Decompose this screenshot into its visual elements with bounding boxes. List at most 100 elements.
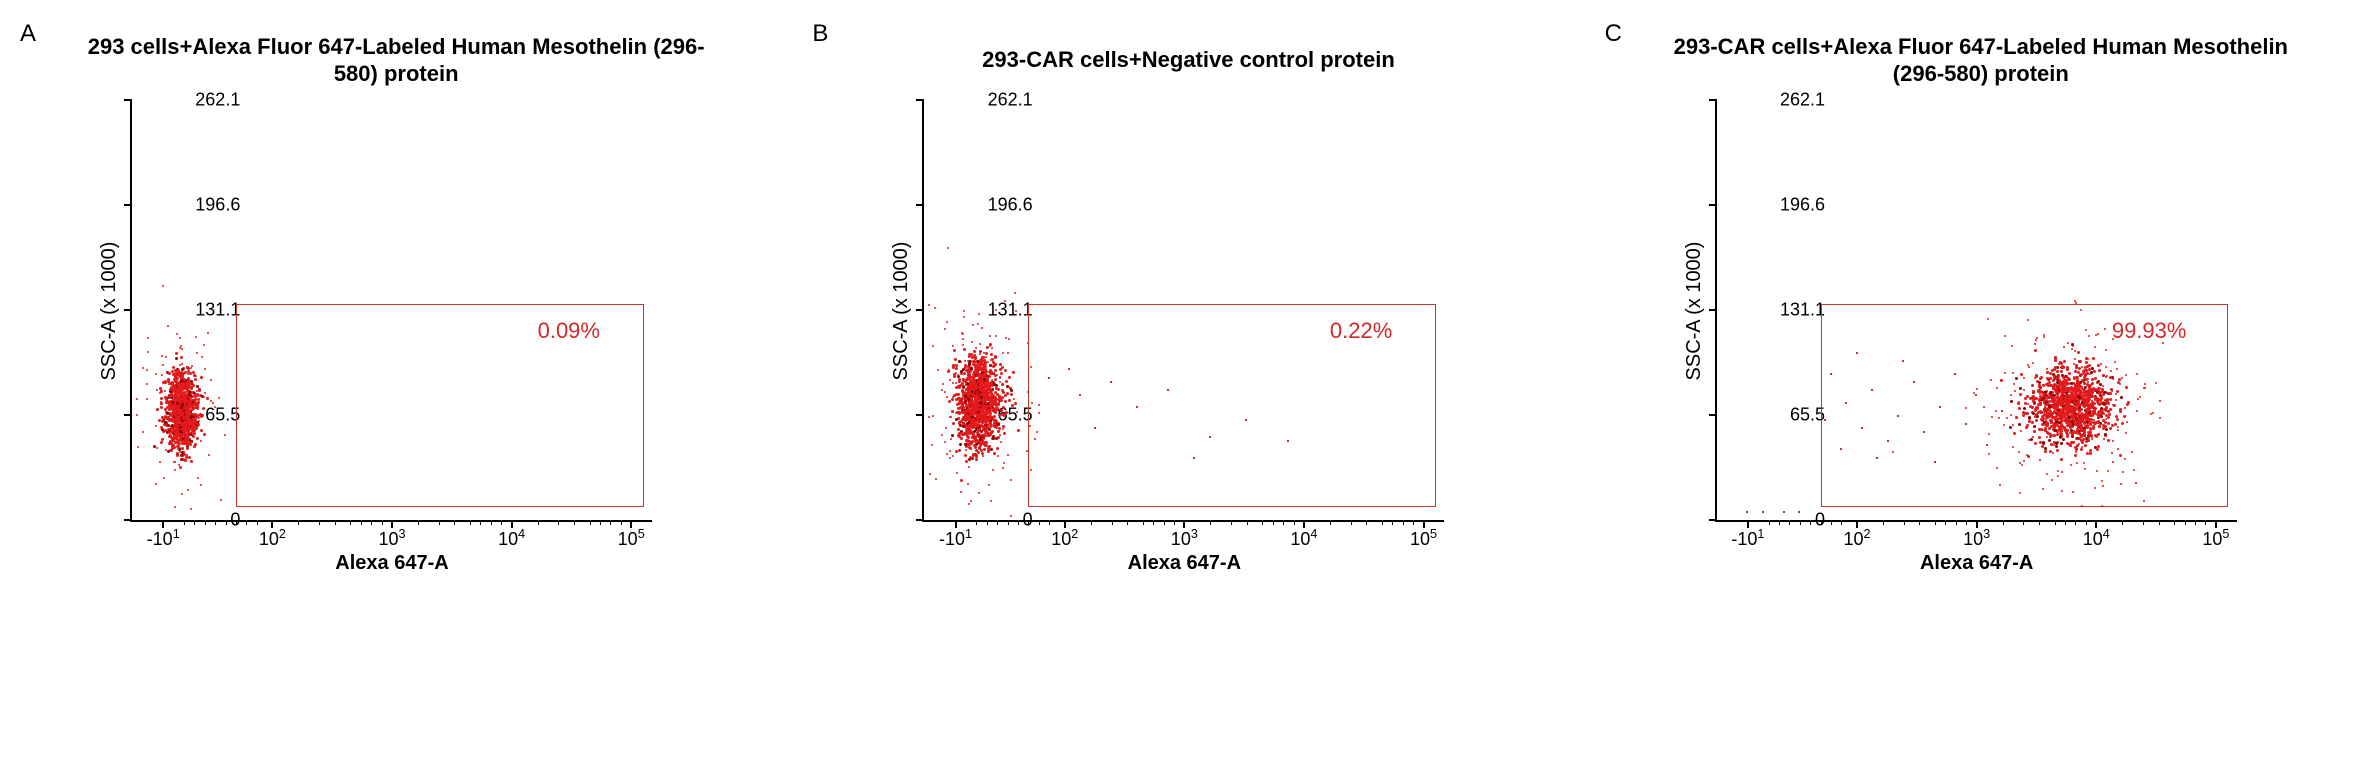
data-point [170, 391, 173, 394]
data-point [2031, 384, 2034, 387]
data-point [971, 404, 974, 407]
data-point [188, 456, 191, 459]
data-point [2092, 427, 2095, 430]
data-point [2057, 401, 2060, 404]
data-point [193, 374, 196, 377]
data-point [181, 386, 184, 389]
data-point [178, 372, 181, 375]
data-point [1017, 429, 1020, 432]
data-point [178, 407, 181, 410]
data-point [185, 394, 188, 397]
data-point [970, 411, 973, 414]
data-point [195, 404, 198, 407]
data-point [987, 413, 989, 415]
data-point [976, 389, 979, 392]
data-point [172, 398, 175, 401]
data-point [184, 412, 187, 415]
data-point [974, 384, 977, 387]
data-point [982, 420, 985, 423]
data-point [2038, 381, 2041, 384]
data-point [2078, 410, 2081, 413]
data-point [980, 393, 983, 396]
data-point [985, 403, 988, 406]
x-minor-tick [1174, 520, 1175, 525]
data-point [2109, 427, 2112, 430]
data-point [1110, 381, 1112, 383]
data-point [2050, 421, 2053, 424]
data-point [179, 397, 182, 400]
data-point [187, 411, 190, 414]
data-point [2086, 424, 2089, 427]
data-point [183, 404, 186, 407]
data-point [158, 419, 161, 422]
data-point [2048, 404, 2051, 407]
data-point [179, 406, 182, 409]
data-point [182, 397, 185, 400]
data-point [978, 414, 981, 417]
data-point [973, 350, 976, 353]
data-point [2079, 381, 2082, 384]
data-point [962, 378, 965, 381]
data-point [172, 366, 175, 369]
data-point [978, 401, 981, 404]
data-point [172, 430, 175, 433]
data-point [2056, 408, 2059, 411]
data-point [984, 371, 987, 374]
data-point [166, 400, 169, 403]
data-point [964, 416, 967, 419]
data-point [2105, 400, 2108, 403]
data-point [2102, 374, 2105, 377]
data-point [1973, 392, 1975, 394]
data-point [966, 415, 969, 418]
data-point [988, 371, 990, 373]
data-point [163, 477, 165, 479]
data-point [2052, 406, 2055, 409]
data-point [968, 425, 971, 428]
data-point [2080, 373, 2083, 376]
data-point [2041, 415, 2044, 418]
data-point [967, 426, 970, 429]
data-point [965, 432, 968, 435]
data-point [983, 378, 986, 381]
data-point [1897, 415, 1899, 417]
data-point [2088, 386, 2091, 389]
data-point [189, 395, 192, 398]
data-point [2074, 300, 2076, 302]
data-point [175, 394, 178, 397]
data-point [2050, 414, 2053, 417]
data-point [2082, 415, 2084, 417]
data-point [2088, 386, 2091, 389]
data-point [969, 388, 972, 391]
data-point [2143, 387, 2145, 389]
data-point [2030, 438, 2033, 441]
data-point [970, 399, 973, 402]
data-point [965, 382, 967, 384]
data-point [2034, 409, 2037, 412]
data-point [2102, 419, 2105, 422]
data-point [178, 395, 181, 398]
data-point [2093, 370, 2096, 373]
data-point [981, 411, 984, 414]
data-point [987, 383, 990, 386]
data-point [983, 420, 986, 423]
data-point [2078, 382, 2081, 385]
data-point [176, 432, 179, 435]
data-point [963, 434, 965, 436]
data-point [174, 372, 177, 375]
data-point [2056, 449, 2059, 452]
data-point [978, 380, 981, 383]
data-point [190, 440, 193, 443]
data-point [2029, 397, 2032, 400]
data-point [180, 423, 183, 426]
data-point [173, 408, 176, 411]
data-point [181, 392, 184, 395]
data-point [978, 313, 980, 315]
data-point [970, 403, 973, 406]
data-point [179, 375, 182, 378]
data-point [991, 388, 994, 391]
data-point [2078, 367, 2081, 370]
data-point [986, 386, 989, 389]
data-point [2032, 390, 2034, 392]
data-point [957, 393, 960, 396]
data-point [165, 411, 168, 414]
